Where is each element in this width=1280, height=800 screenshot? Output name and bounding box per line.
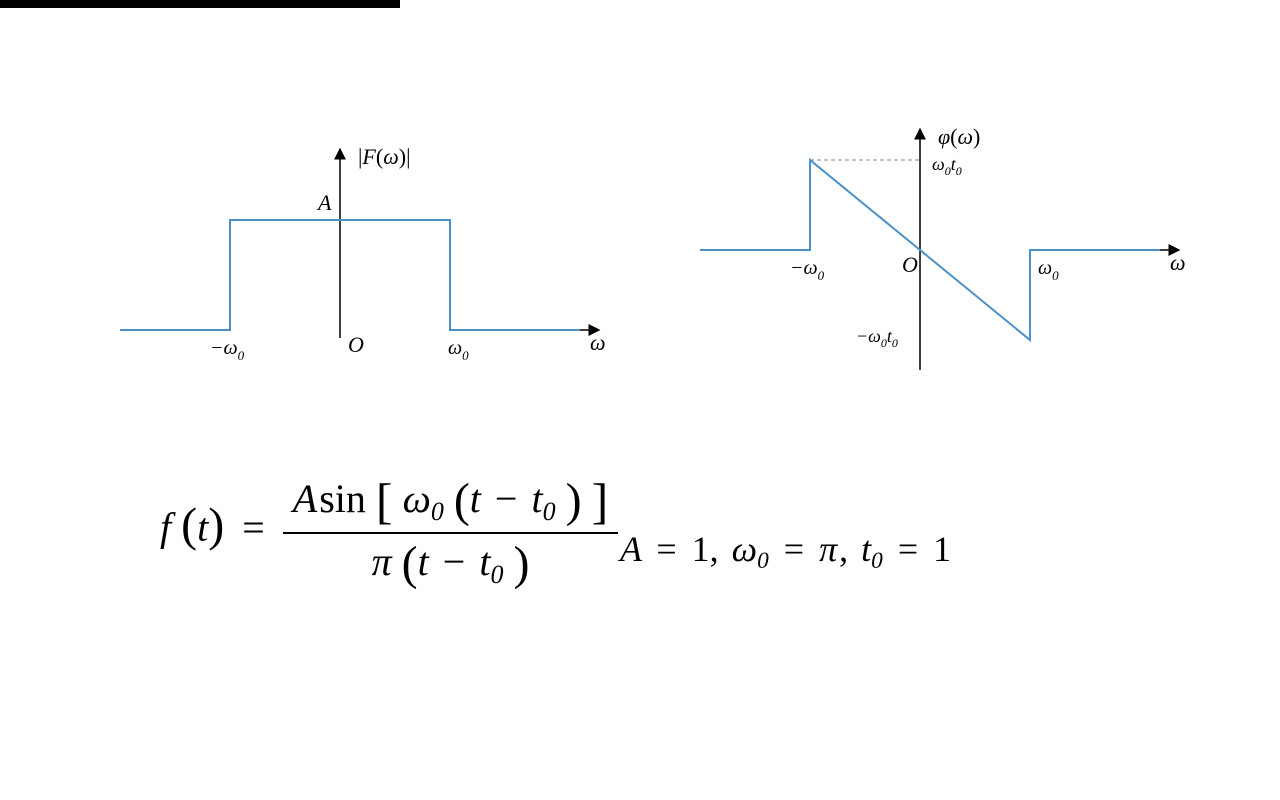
pos-omega0-label: ω0 bbox=[448, 337, 469, 363]
magnitude-plot: |F(ω)| A O −ω0 ω0 ω bbox=[60, 90, 580, 390]
origin-label: O bbox=[348, 332, 364, 357]
equation-params: A = 1, ω0 = π, t0 = 1 bbox=[620, 528, 951, 575]
label-A: A bbox=[316, 190, 332, 215]
magnitude-curve bbox=[120, 220, 580, 330]
pos-omega0-label: ω0 bbox=[1038, 257, 1059, 283]
neg-omega0-label: −ω0 bbox=[790, 257, 825, 283]
x-axis-label: ω bbox=[1170, 250, 1186, 275]
top-black-bar bbox=[0, 0, 400, 8]
equation-row: f (t) = Asin [ ω0 (t − t0 ) ] π (t − t0 … bbox=[0, 470, 1280, 670]
magnitude-title: |F(ω)| bbox=[358, 144, 410, 169]
pos-w0t0-label: ω0t0 bbox=[932, 154, 962, 178]
origin-label: O bbox=[902, 252, 918, 277]
phase-curve bbox=[700, 160, 1160, 340]
phase-title: φ(ω) bbox=[938, 124, 980, 149]
neg-omega0-label: −ω0 bbox=[210, 337, 245, 363]
x-axis-label: ω bbox=[590, 330, 606, 355]
diagram-row: |F(ω)| A O −ω0 ω0 ω φ(ω) O −ω0 ω0 bbox=[0, 90, 1280, 410]
phase-plot: φ(ω) O −ω0 ω0 ω ω0t0 −ω0t0 bbox=[680, 90, 1200, 390]
neg-w0t0-label: −ω0t0 bbox=[856, 326, 898, 350]
equation-ft: f (t) = Asin [ ω0 (t − t0 ) ] π (t − t0 … bbox=[160, 470, 618, 593]
